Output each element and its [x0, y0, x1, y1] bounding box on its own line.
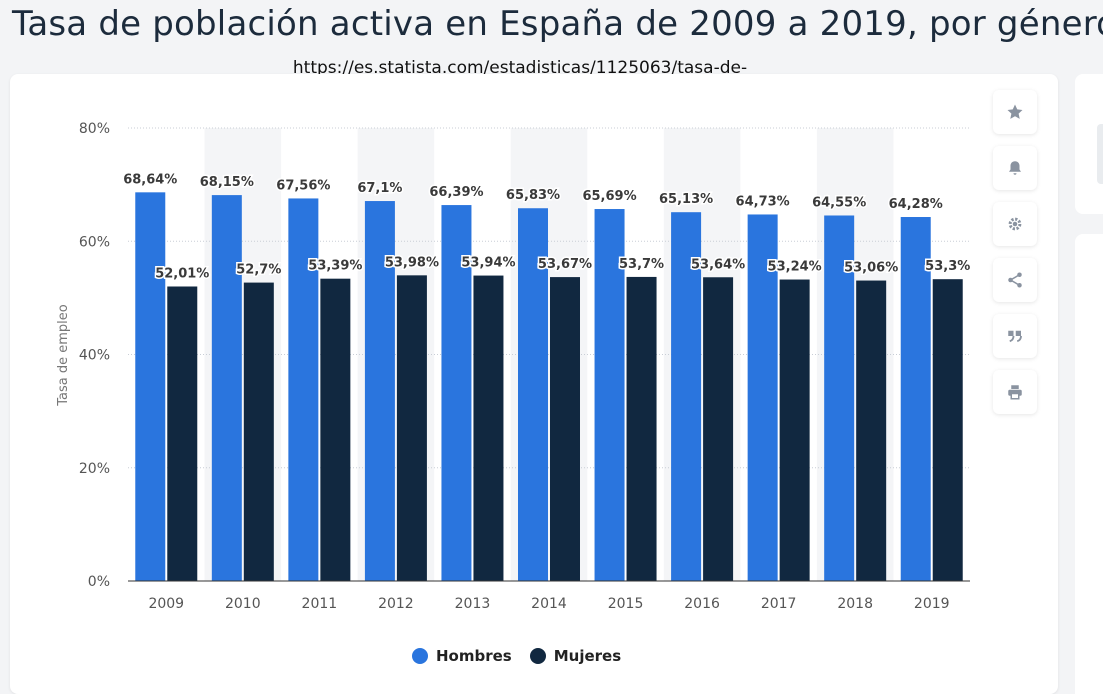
data-label-hombres: 64,55% [812, 195, 866, 210]
bar-hombres [900, 217, 931, 581]
x-tick-label: 2010 [225, 596, 261, 612]
data-label-mujeres: 53,39% [308, 259, 362, 274]
side-panel-bottom [1075, 234, 1103, 694]
bar-mujeres [703, 277, 734, 581]
quote-icon [1008, 330, 1022, 343]
data-label-hombres: 65,13% [659, 192, 713, 207]
data-label-hombres: 67,1% [357, 181, 402, 196]
bar-hombres [288, 198, 319, 581]
data-label-mujeres: 53,7% [619, 257, 664, 272]
legend-item-mujeres[interactable]: Mujeres [529, 647, 622, 665]
data-label-mujeres: 52,01% [155, 266, 209, 281]
legend-swatch-mujeres [529, 648, 546, 664]
side-panel-tab[interactable] [1097, 124, 1103, 184]
x-tick-label: 2019 [914, 596, 950, 612]
legend-item-hombres[interactable]: Hombres [412, 647, 512, 665]
bar-hombres [671, 212, 702, 582]
alert-button[interactable] [993, 146, 1037, 190]
legend-label-hombres: Hombres [436, 647, 512, 665]
data-label-hombres: 65,69% [582, 189, 636, 204]
x-tick-label: 2009 [148, 596, 184, 612]
bar-mujeres [550, 277, 580, 581]
bell-icon [1009, 161, 1021, 175]
x-tick-label: 2013 [455, 596, 491, 612]
data-label-hombres: 64,28% [889, 197, 943, 212]
chart-legend: Hombres Mujeres [412, 647, 621, 665]
bar-hombres [135, 192, 166, 582]
y-tick-label: 0% [88, 574, 110, 590]
bar-mujeres [243, 282, 274, 581]
legend-label-mujeres: Mujeres [553, 647, 622, 665]
data-label-mujeres: 53,24% [768, 260, 822, 275]
share-button[interactable] [993, 258, 1037, 302]
data-label-mujeres: 53,67% [538, 257, 592, 272]
side-panel-top [1075, 74, 1103, 214]
gear-icon [1008, 217, 1022, 231]
chart-toolbar [993, 90, 1043, 426]
y-axis-label: Tasa de empleo [56, 304, 71, 407]
bar-hombres [518, 208, 548, 582]
data-label-mujeres: 53,3% [925, 259, 970, 274]
data-label-mujeres: 53,64% [691, 257, 745, 272]
data-label-mujeres: 53,06% [844, 261, 898, 276]
star-icon [1007, 104, 1023, 119]
bar-mujeres [856, 280, 887, 581]
x-tick-label: 2017 [761, 596, 797, 612]
bar-mujeres [320, 278, 351, 581]
y-tick-label: 40% [79, 348, 110, 364]
print-button[interactable] [993, 370, 1037, 414]
x-tick-label: 2011 [302, 596, 338, 612]
bar-mujeres [167, 286, 198, 581]
y-tick-label: 80% [79, 121, 110, 137]
x-tick-label: 2016 [684, 596, 720, 612]
cite-button[interactable] [993, 314, 1037, 358]
data-label-hombres: 65,83% [506, 188, 560, 203]
data-label-hombres: 68,15% [200, 175, 254, 190]
data-label-mujeres: 53,94% [461, 256, 515, 271]
settings-button[interactable] [993, 202, 1037, 246]
data-label-mujeres: 52,7% [236, 263, 281, 278]
bar-hombres [364, 201, 395, 581]
bar-mujeres [779, 279, 810, 581]
bar-hombres [594, 209, 625, 581]
y-tick-label: 20% [79, 461, 110, 477]
bar-hombres [747, 214, 778, 581]
data-label-hombres: 66,39% [429, 185, 483, 200]
data-label-hombres: 64,73% [736, 194, 790, 209]
legend-swatch-hombres [412, 648, 428, 664]
x-tick-label: 2014 [531, 596, 567, 612]
bar-hombres [441, 205, 472, 581]
data-label-hombres: 67,56% [276, 178, 330, 193]
x-tick-label: 2018 [837, 596, 873, 612]
data-label-mujeres: 53,98% [385, 255, 439, 270]
y-tick-label: 60% [79, 234, 110, 250]
bar-mujeres [473, 275, 504, 581]
bar-hombres [824, 215, 855, 581]
x-tick-label: 2015 [608, 596, 644, 612]
share-icon [1008, 272, 1022, 288]
bar-mujeres [932, 279, 963, 581]
favorite-button[interactable] [993, 90, 1037, 134]
bar-mujeres [396, 275, 427, 581]
data-label-hombres: 68,64% [123, 172, 177, 187]
print-icon [1008, 385, 1022, 400]
bar-mujeres [626, 276, 657, 581]
x-tick-label: 2012 [378, 596, 414, 612]
page-title: Tasa de población activa en España de 20… [12, 4, 1103, 44]
bar-hombres [211, 195, 242, 581]
